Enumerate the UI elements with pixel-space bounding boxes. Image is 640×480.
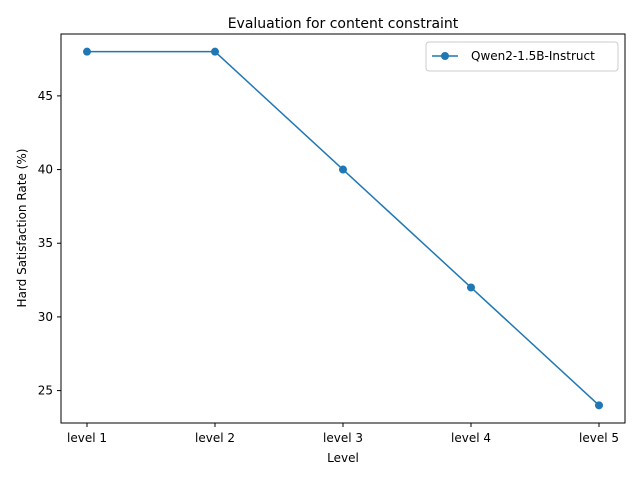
data-point (595, 401, 603, 410)
x-tick-label: level 3 (323, 431, 363, 445)
chart-title: Evaluation for content constraint (228, 16, 459, 32)
x-tick-label: level 1 (67, 431, 107, 445)
plot-frame (60, 33, 626, 424)
x-tick-label: level 5 (579, 431, 619, 445)
x-tick-label: level 4 (451, 431, 491, 445)
y-tick-label: 35 (38, 236, 53, 250)
series-layer (83, 47, 603, 410)
y-axis-label: Hard Satisfaction Rate (%) (15, 149, 29, 308)
y-axis: 25 30 35 40 45 (38, 89, 61, 398)
data-point (467, 283, 475, 292)
y-tick-label: 40 (38, 163, 53, 177)
legend-box (425, 41, 619, 72)
series-line (87, 50, 600, 406)
data-point (83, 47, 91, 56)
data-point (339, 165, 347, 174)
y-tick-label: 25 (38, 384, 53, 398)
legend-label: Qwen2-1.5B-Instruct (471, 49, 595, 63)
y-tick-label: 30 (38, 310, 53, 324)
x-axis: level 1 level 2 level 3 level 4 level 5 (67, 423, 619, 445)
legend-marker (441, 52, 449, 60)
y-tick-label: 45 (38, 89, 53, 103)
plot-area (60, 33, 626, 424)
legend: Qwen2-1.5B-Instruct (425, 41, 619, 72)
data-point (211, 47, 219, 56)
x-tick-label: level 2 (195, 431, 235, 445)
x-axis-label: Level (327, 451, 359, 465)
